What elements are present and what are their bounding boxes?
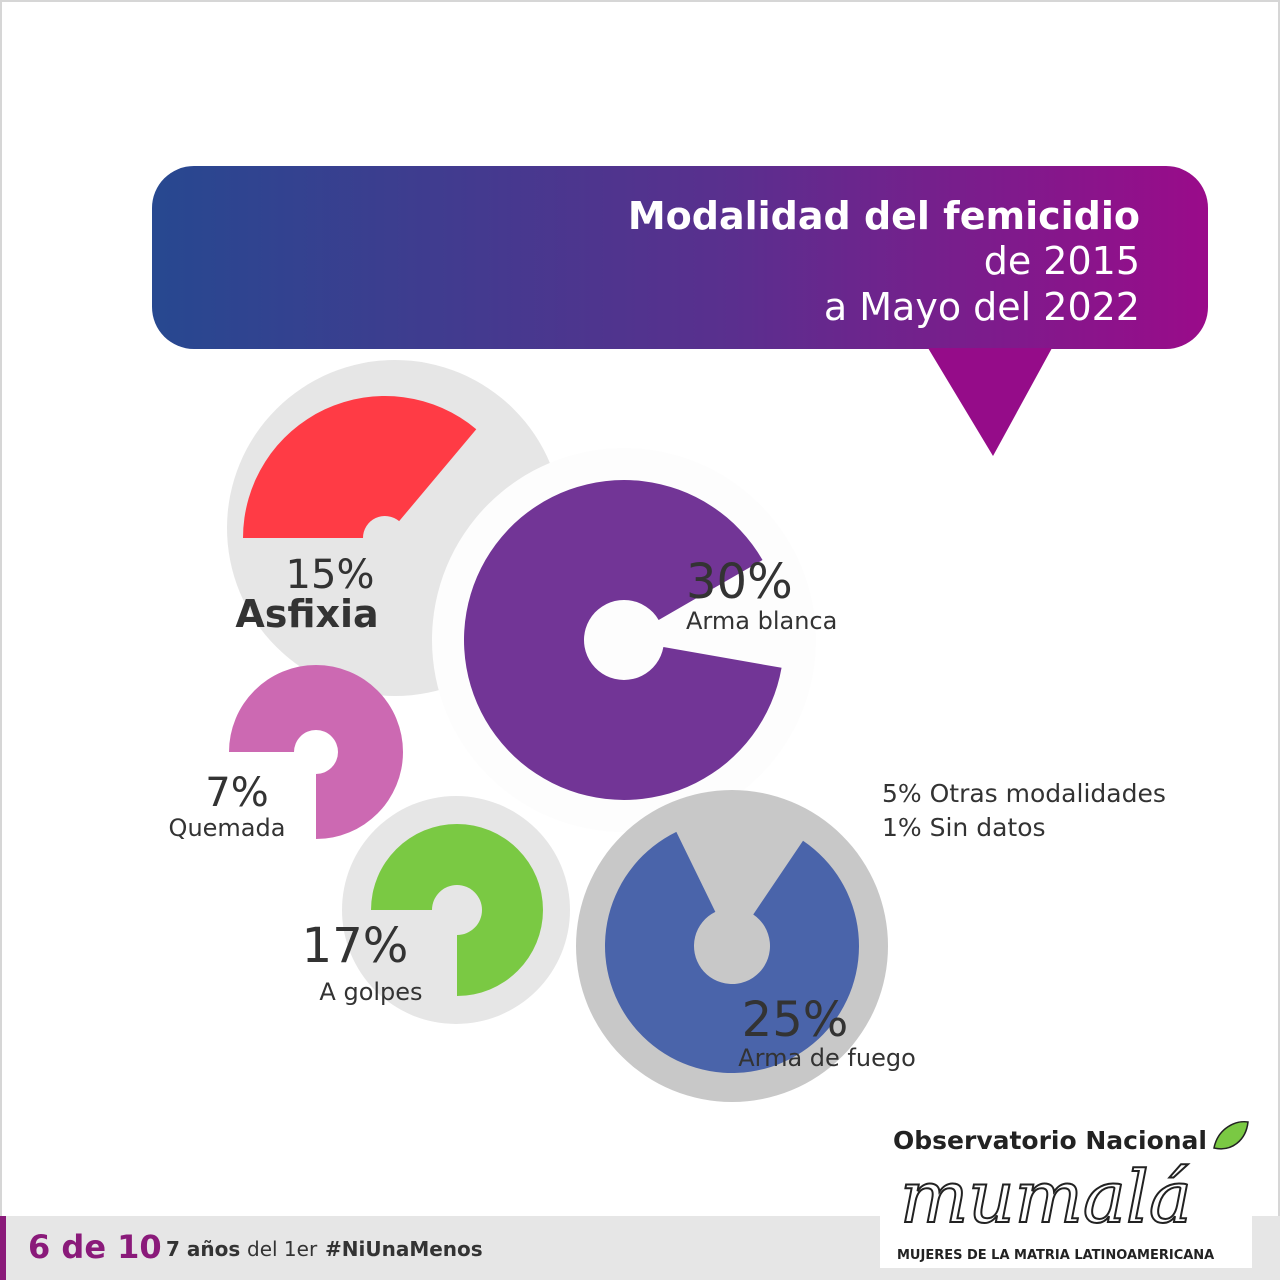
slice-wedge-arma-blanca xyxy=(464,479,782,800)
slice-wedge-quemada xyxy=(229,665,403,839)
footer-del: del 1er xyxy=(247,1237,318,1261)
note-sin-datos: 1% Sin datos xyxy=(882,813,1046,842)
slice-label-arma-blanca: Arma blanca xyxy=(686,607,837,635)
slice-pct-asfixia: 15% xyxy=(286,552,375,598)
title-banner: Modalidad del femicidio de 2015 a Mayo d… xyxy=(152,166,1208,456)
slice-pct-golpes: 17% xyxy=(302,918,409,974)
banner-box xyxy=(152,166,1208,349)
slice-label-fuego: Arma de fuego xyxy=(738,1044,916,1072)
logo-tagline: MUJERES DE LA MATRIA LATINOAMERICANA xyxy=(897,1248,1214,1263)
note-otras: 5% Otras modalidades xyxy=(882,779,1166,808)
title-main: Modalidad del femicidio xyxy=(628,194,1140,238)
chart-wedges xyxy=(229,396,859,1073)
chart-notes: 5% Otras modalidades 1% Sin datos xyxy=(882,779,1166,842)
slice-pct-arma-blanca: 30% xyxy=(686,554,793,610)
chart-labels: 15% Asfixia 30% Arma blanca 7% Quemada 1… xyxy=(169,552,916,1072)
banner-pointer xyxy=(928,348,1052,456)
title-line2: de 2015 xyxy=(984,239,1140,283)
footer-years: 7 años xyxy=(166,1237,240,1261)
title-line3: a Mayo del 2022 xyxy=(824,285,1140,329)
footer-accent xyxy=(0,1216,6,1280)
slice-pct-fuego: 25% xyxy=(742,992,849,1048)
logo-background xyxy=(880,1118,1252,1268)
slice-label-asfixia: Asfixia xyxy=(235,592,378,636)
slice-pct-quemada: 7% xyxy=(205,770,268,816)
slice-label-golpes: A golpes xyxy=(319,978,422,1006)
logo: Observatorio Nacional mumalá MUJERES DE … xyxy=(880,1118,1252,1268)
logo-wordmark: mumalá xyxy=(900,1155,1192,1239)
leaf-icon xyxy=(1213,1120,1249,1150)
slice-wedge-asfixia xyxy=(243,396,477,538)
slice-wedge-fuego xyxy=(605,831,859,1073)
slice-wedge-golpes xyxy=(371,824,543,996)
slice-label-quemada: Quemada xyxy=(169,814,286,842)
logo-top-text: Observatorio Nacional xyxy=(893,1126,1207,1155)
footer-hashtag: #NiUnaMenos xyxy=(325,1237,483,1261)
footer-counter: 6 de 10 xyxy=(28,1228,162,1266)
